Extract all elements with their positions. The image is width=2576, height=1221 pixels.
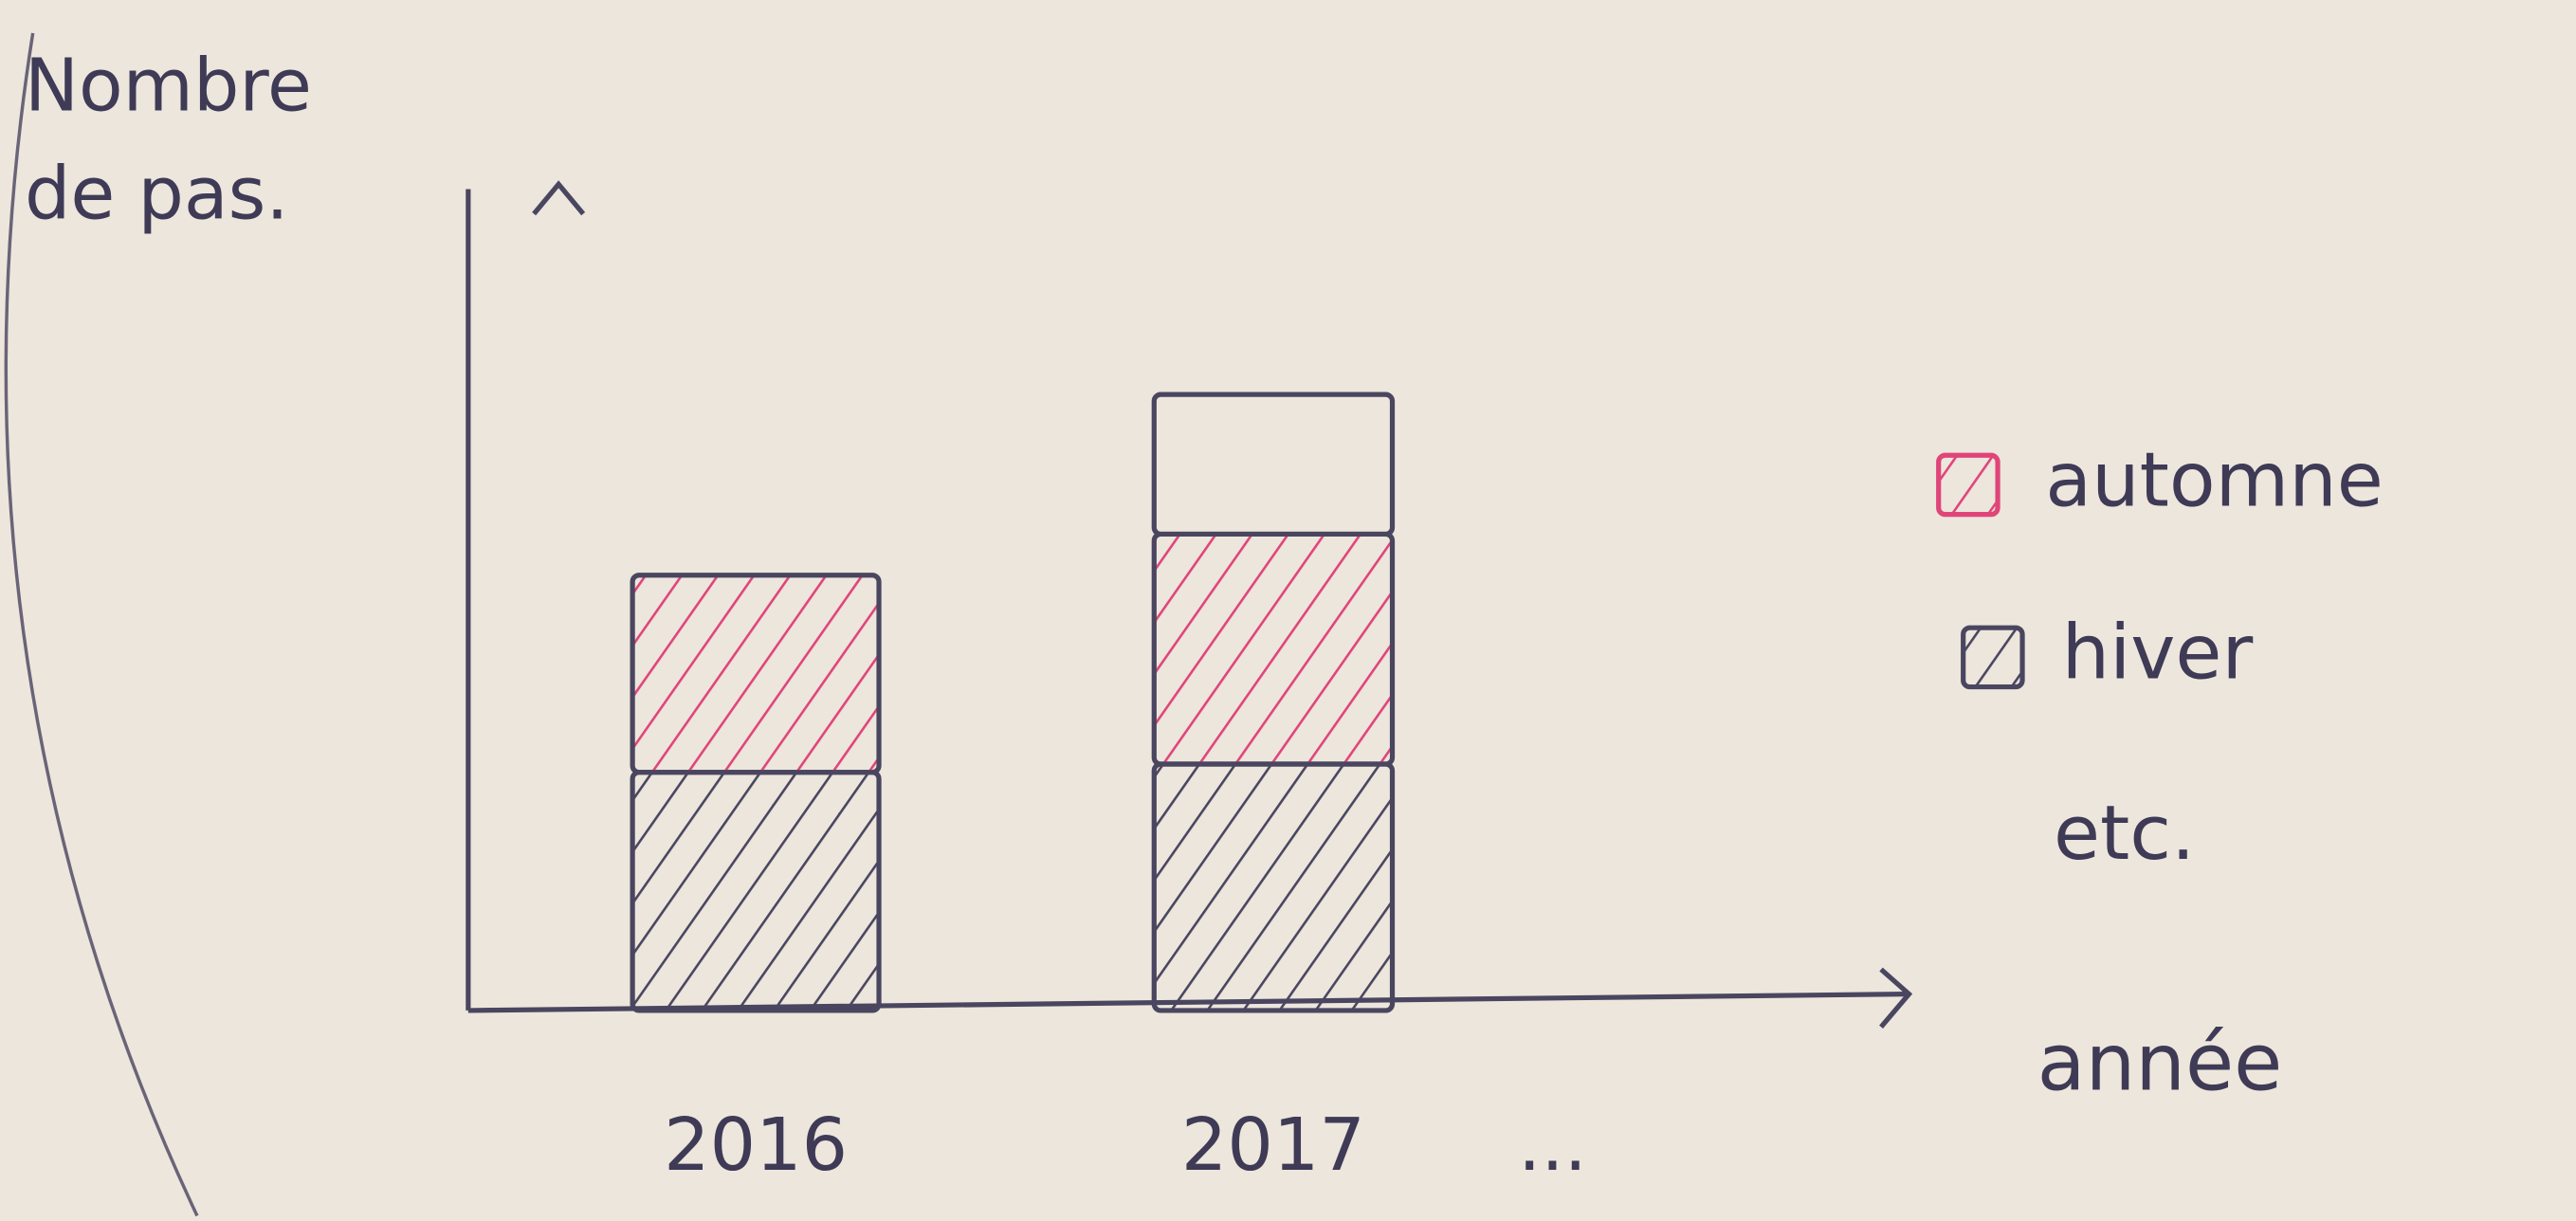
bar-segment <box>1151 531 1396 767</box>
legend-label: hiver <box>2062 608 2254 696</box>
x-arrow <box>1879 967 1913 1029</box>
bar-segment <box>630 573 882 775</box>
x-axis-label: année <box>2037 1017 2283 1109</box>
x-tick-label: 2017 <box>1181 1103 1365 1187</box>
legend-label: automne <box>2045 435 2384 523</box>
legend-swatch <box>1936 452 2001 518</box>
x-tick-label: ... <box>1518 1103 1587 1187</box>
bar-segment <box>1151 392 1396 538</box>
legend-label: etc. <box>2054 789 2195 877</box>
bar-segment <box>1151 761 1396 1013</box>
legend-swatch <box>1961 625 2025 690</box>
y-arrow <box>532 180 586 216</box>
y-label-box: Nombre de pas. <box>24 45 312 237</box>
y-axis-label: Nombre de pas. <box>24 45 312 237</box>
x-tick-label: 2016 <box>664 1103 848 1187</box>
sheet-edge <box>4 32 199 1217</box>
bar-segment <box>630 770 882 1013</box>
plot: 2016 2017 ... automne hiver etc. <box>630 392 2384 1187</box>
